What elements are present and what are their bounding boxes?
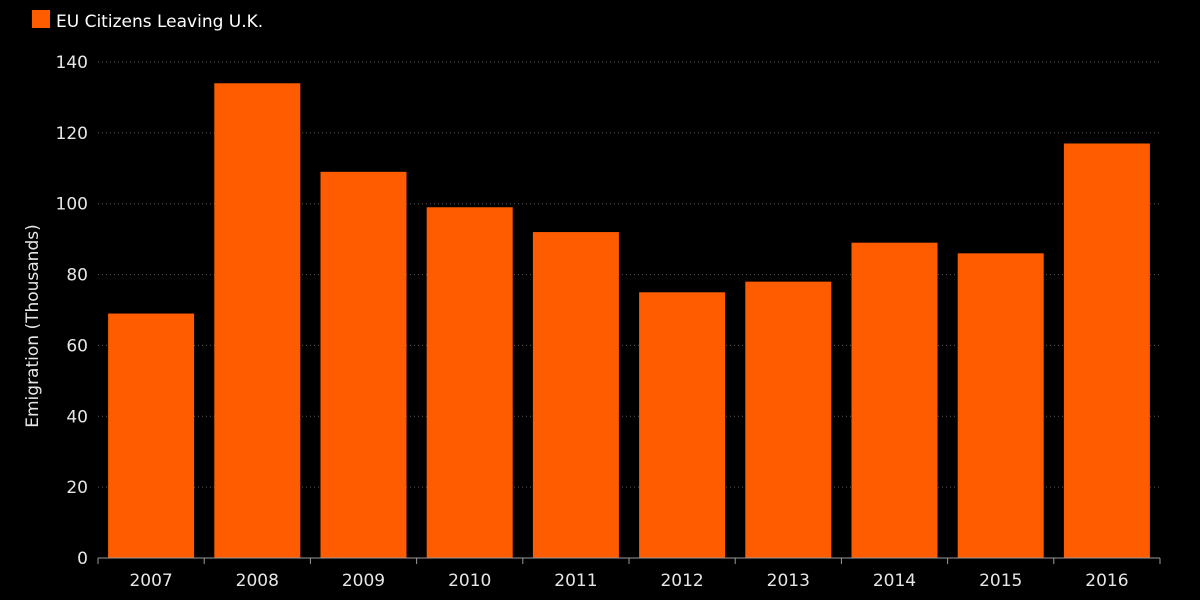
y-axis-ticks: 0 20 40 60 80 100 120 140 bbox=[56, 53, 88, 569]
x-tick-label: 2013 bbox=[767, 571, 810, 591]
y-tick-label: 120 bbox=[56, 124, 88, 144]
bar-2009 bbox=[320, 171, 407, 559]
legend-label: EU Citizens Leaving U.K. bbox=[56, 12, 263, 32]
y-tick-label: 40 bbox=[66, 407, 88, 427]
x-tick-label: 2009 bbox=[342, 571, 385, 591]
y-axis-title: Emigration (Thousands) bbox=[23, 224, 43, 428]
bar-2011 bbox=[532, 232, 619, 559]
x-tick-label: 2007 bbox=[129, 571, 172, 591]
x-axis-ticks: 2007 2008 2009 2010 2011 2012 2013 2014 2015 2016 bbox=[97, 558, 1161, 591]
bar-2012 bbox=[639, 292, 726, 558]
y-tick-label: 60 bbox=[66, 336, 88, 356]
y-tick-label: 20 bbox=[66, 478, 88, 498]
bar-2016 bbox=[1063, 143, 1150, 558]
y-tick-label: 0 bbox=[77, 549, 88, 569]
x-tick-label: 2015 bbox=[979, 571, 1022, 591]
bar-2015 bbox=[957, 253, 1044, 559]
bar-2008 bbox=[214, 83, 301, 558]
bar-2007 bbox=[108, 313, 195, 558]
x-tick-label: 2012 bbox=[660, 571, 703, 591]
y-tick-label: 140 bbox=[56, 53, 88, 73]
x-tick-label: 2016 bbox=[1085, 571, 1128, 591]
x-tick-label: 2011 bbox=[554, 571, 597, 591]
chart-legend: EU Citizens Leaving U.K. bbox=[32, 10, 263, 32]
x-tick-label: 2014 bbox=[873, 571, 916, 591]
bars bbox=[108, 83, 1150, 559]
x-tick-label: 2010 bbox=[448, 571, 491, 591]
y-tick-label: 80 bbox=[66, 266, 88, 286]
y-tick-label: 100 bbox=[56, 195, 88, 215]
x-tick-label: 2008 bbox=[236, 571, 279, 591]
bar-2013 bbox=[745, 281, 832, 558]
bar-2010 bbox=[426, 207, 513, 558]
legend-swatch bbox=[32, 10, 50, 28]
bar-2014 bbox=[851, 242, 938, 558]
